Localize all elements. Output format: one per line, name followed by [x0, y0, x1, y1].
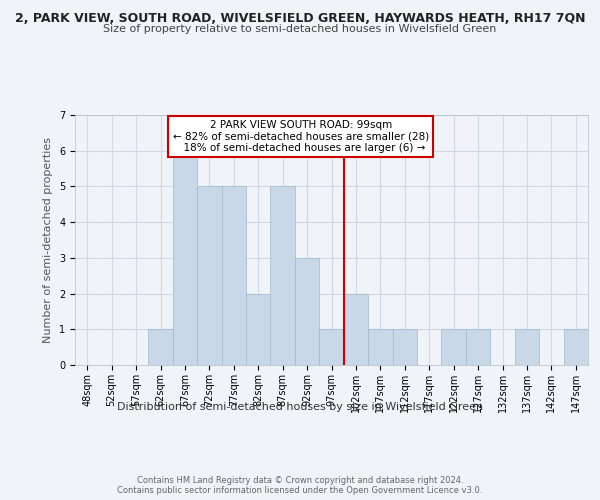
Bar	[246, 294, 271, 365]
Bar	[221, 186, 246, 365]
Text: 2 PARK VIEW SOUTH ROAD: 99sqm
← 82% of semi-detached houses are smaller (28)
  1: 2 PARK VIEW SOUTH ROAD: 99sqm ← 82% of s…	[173, 120, 429, 153]
Bar	[319, 330, 344, 365]
Bar	[148, 330, 173, 365]
Text: Size of property relative to semi-detached houses in Wivelsfield Green: Size of property relative to semi-detach…	[103, 24, 497, 34]
Bar	[466, 330, 490, 365]
Bar	[173, 150, 197, 365]
Bar	[442, 330, 466, 365]
Bar	[368, 330, 392, 365]
Text: Distribution of semi-detached houses by size in Wivelsfield Green: Distribution of semi-detached houses by …	[117, 402, 483, 412]
Bar	[563, 330, 588, 365]
Bar	[344, 294, 368, 365]
Text: Contains HM Land Registry data © Crown copyright and database right 2024.
Contai: Contains HM Land Registry data © Crown c…	[118, 476, 482, 495]
Bar	[197, 186, 221, 365]
Text: 2, PARK VIEW, SOUTH ROAD, WIVELSFIELD GREEN, HAYWARDS HEATH, RH17 7QN: 2, PARK VIEW, SOUTH ROAD, WIVELSFIELD GR…	[15, 12, 585, 26]
Y-axis label: Number of semi-detached properties: Number of semi-detached properties	[43, 137, 53, 343]
Bar	[295, 258, 319, 365]
Bar	[515, 330, 539, 365]
Bar	[392, 330, 417, 365]
Bar	[271, 186, 295, 365]
